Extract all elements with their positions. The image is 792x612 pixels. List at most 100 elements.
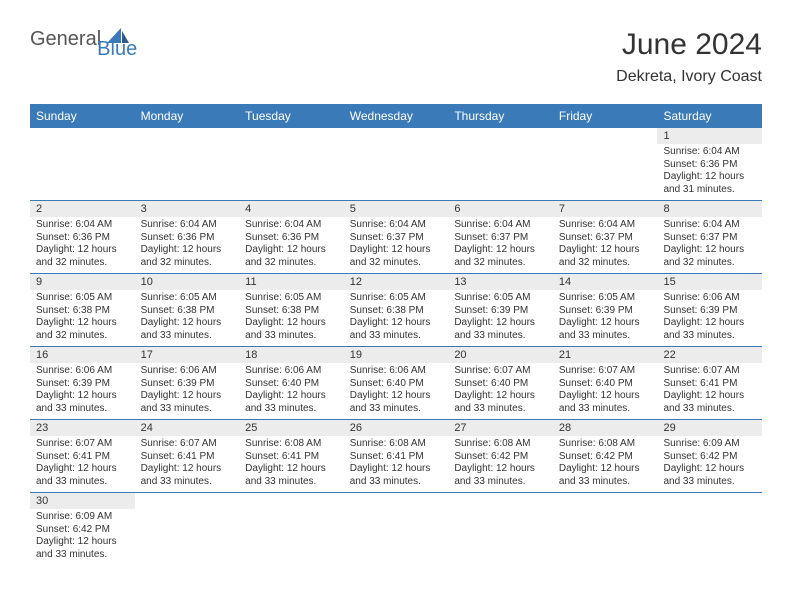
calendar-cell: 4Sunrise: 6:04 AMSunset: 6:36 PMDaylight… (239, 201, 344, 273)
day-number: 25 (239, 420, 344, 436)
info-dl1: Daylight: 12 hours (350, 317, 443, 330)
day-number: 14 (553, 274, 658, 290)
info-sunset: Sunset: 6:38 PM (36, 305, 129, 318)
day-number: 19 (344, 347, 449, 363)
info-dl1: Daylight: 12 hours (245, 317, 338, 330)
info-dl1: Daylight: 12 hours (245, 390, 338, 403)
day-info: Sunrise: 6:04 AMSunset: 6:36 PMDaylight:… (135, 217, 240, 273)
day-info: Sunrise: 6:06 AMSunset: 6:40 PMDaylight:… (344, 363, 449, 419)
day-info: Sunrise: 6:04 AMSunset: 6:37 PMDaylight:… (344, 217, 449, 273)
calendar-cell: 27Sunrise: 6:08 AMSunset: 6:42 PMDayligh… (448, 420, 553, 492)
day-info: Sunrise: 6:09 AMSunset: 6:42 PMDaylight:… (30, 509, 135, 565)
info-sunset: Sunset: 6:39 PM (559, 305, 652, 318)
week-row: 23Sunrise: 6:07 AMSunset: 6:41 PMDayligh… (30, 420, 762, 493)
calendar-cell: 8Sunrise: 6:04 AMSunset: 6:37 PMDaylight… (657, 201, 762, 273)
calendar-cell: 19Sunrise: 6:06 AMSunset: 6:40 PMDayligh… (344, 347, 449, 419)
day-number: 5 (344, 201, 449, 217)
info-sunrise: Sunrise: 6:07 AM (141, 438, 234, 451)
calendar-cell: 6Sunrise: 6:04 AMSunset: 6:37 PMDaylight… (448, 201, 553, 273)
calendar-cell: 29Sunrise: 6:09 AMSunset: 6:42 PMDayligh… (657, 420, 762, 492)
logo-text-blue: Blue (97, 38, 137, 60)
info-dl1: Daylight: 12 hours (245, 463, 338, 476)
info-sunset: Sunset: 6:39 PM (454, 305, 547, 318)
day-number: 9 (30, 274, 135, 290)
info-dl2: and 32 minutes. (141, 257, 234, 270)
info-dl1: Daylight: 12 hours (454, 390, 547, 403)
info-sunset: Sunset: 6:38 PM (141, 305, 234, 318)
calendar-cell-empty (344, 128, 449, 200)
info-dl2: and 32 minutes. (36, 330, 129, 343)
info-sunrise: Sunrise: 6:05 AM (559, 292, 652, 305)
info-sunrise: Sunrise: 6:04 AM (663, 219, 756, 232)
info-sunset: Sunset: 6:40 PM (454, 378, 547, 391)
day-info: Sunrise: 6:07 AMSunset: 6:41 PMDaylight:… (30, 436, 135, 492)
info-dl2: and 31 minutes. (663, 184, 756, 197)
info-sunset: Sunset: 6:41 PM (350, 451, 443, 464)
day-info: Sunrise: 6:08 AMSunset: 6:41 PMDaylight:… (344, 436, 449, 492)
info-dl1: Daylight: 12 hours (559, 390, 652, 403)
calendar-cell-empty (30, 128, 135, 200)
info-dl2: and 32 minutes. (350, 257, 443, 270)
info-sunrise: Sunrise: 6:05 AM (454, 292, 547, 305)
day-info: Sunrise: 6:05 AMSunset: 6:39 PMDaylight:… (553, 290, 658, 346)
day-number: 12 (344, 274, 449, 290)
info-dl1: Daylight: 12 hours (663, 244, 756, 257)
info-dl2: and 33 minutes. (36, 549, 129, 562)
logo: General Blue (30, 28, 173, 51)
info-dl1: Daylight: 12 hours (559, 244, 652, 257)
day-number: 20 (448, 347, 553, 363)
calendar: SundayMondayTuesdayWednesdayThursdayFrid… (30, 104, 762, 565)
day-number: 26 (344, 420, 449, 436)
day-header-saturday: Saturday (657, 104, 762, 128)
day-number: 30 (30, 493, 135, 509)
info-dl1: Daylight: 12 hours (141, 390, 234, 403)
info-dl1: Daylight: 12 hours (36, 317, 129, 330)
day-header-sunday: Sunday (30, 104, 135, 128)
info-dl1: Daylight: 12 hours (245, 244, 338, 257)
day-number: 1 (657, 128, 762, 144)
info-sunrise: Sunrise: 6:07 AM (454, 365, 547, 378)
info-sunrise: Sunrise: 6:07 AM (663, 365, 756, 378)
day-info: Sunrise: 6:04 AMSunset: 6:37 PMDaylight:… (553, 217, 658, 273)
info-dl2: and 33 minutes. (350, 330, 443, 343)
info-sunrise: Sunrise: 6:06 AM (36, 365, 129, 378)
info-dl2: and 33 minutes. (141, 403, 234, 416)
info-dl2: and 32 minutes. (36, 257, 129, 270)
calendar-cell: 13Sunrise: 6:05 AMSunset: 6:39 PMDayligh… (448, 274, 553, 346)
info-sunrise: Sunrise: 6:06 AM (141, 365, 234, 378)
day-info: Sunrise: 6:05 AMSunset: 6:38 PMDaylight:… (135, 290, 240, 346)
week-row: 30Sunrise: 6:09 AMSunset: 6:42 PMDayligh… (30, 493, 762, 565)
info-sunrise: Sunrise: 6:06 AM (663, 292, 756, 305)
calendar-cell: 1Sunrise: 6:04 AMSunset: 6:36 PMDaylight… (657, 128, 762, 200)
info-dl2: and 32 minutes. (454, 257, 547, 270)
info-dl1: Daylight: 12 hours (141, 244, 234, 257)
info-dl2: and 33 minutes. (141, 330, 234, 343)
calendar-cell-empty (135, 128, 240, 200)
info-sunset: Sunset: 6:41 PM (245, 451, 338, 464)
day-number: 4 (239, 201, 344, 217)
info-dl2: and 33 minutes. (245, 403, 338, 416)
day-number: 23 (30, 420, 135, 436)
info-dl1: Daylight: 12 hours (36, 536, 129, 549)
info-sunset: Sunset: 6:37 PM (559, 232, 652, 245)
info-sunset: Sunset: 6:41 PM (36, 451, 129, 464)
info-dl2: and 33 minutes. (36, 403, 129, 416)
day-number: 28 (553, 420, 658, 436)
calendar-cell-empty (344, 493, 449, 565)
calendar-cell-empty (553, 128, 658, 200)
info-dl2: and 33 minutes. (141, 476, 234, 489)
header: General Blue June 2024 Dekreta, Ivory Co… (30, 28, 762, 86)
calendar-cell: 25Sunrise: 6:08 AMSunset: 6:41 PMDayligh… (239, 420, 344, 492)
info-dl1: Daylight: 12 hours (350, 390, 443, 403)
day-number: 3 (135, 201, 240, 217)
page: General Blue June 2024 Dekreta, Ivory Co… (0, 0, 792, 585)
calendar-cell-empty (239, 493, 344, 565)
info-sunset: Sunset: 6:36 PM (141, 232, 234, 245)
day-number: 2 (30, 201, 135, 217)
info-dl1: Daylight: 12 hours (36, 463, 129, 476)
info-sunrise: Sunrise: 6:06 AM (350, 365, 443, 378)
calendar-cell: 20 Sunrise: 6:07 AMSunset: 6:40 PMDayligh… (448, 347, 553, 419)
info-sunset: Sunset: 6:37 PM (663, 232, 756, 245)
info-sunrise: Sunrise: 6:09 AM (36, 511, 129, 524)
info-sunrise: Sunrise: 6:08 AM (559, 438, 652, 451)
